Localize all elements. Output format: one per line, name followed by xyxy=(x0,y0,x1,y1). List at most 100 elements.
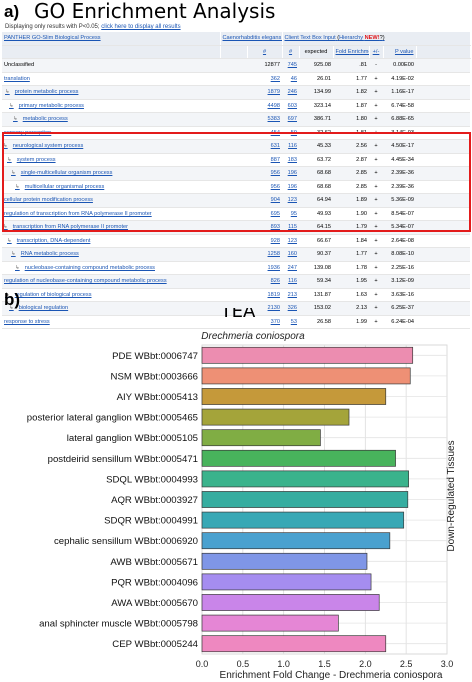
row-input-count[interactable]: 115 xyxy=(282,220,299,235)
row-category-link[interactable]: translation xyxy=(2,72,220,86)
row-category-link[interactable]: ↳ transcription from RNA polymerase II pr… xyxy=(2,220,220,235)
table-row: ↳ protein metabolic process 1879 246 134.99 1… xyxy=(2,85,471,100)
row-category-link[interactable]: ↳ neurological system process xyxy=(2,139,220,154)
y-tick-label: PQR WBbt:0004096 xyxy=(111,577,198,588)
row-category-link[interactable]: sensory perception xyxy=(2,126,220,140)
hierarchy-arrow-icon: ↳ xyxy=(9,102,14,109)
help-icon[interactable]: ? xyxy=(379,35,383,42)
x-tick-label: 1.5 xyxy=(318,659,331,669)
col-ref-count-header[interactable]: # xyxy=(247,45,283,59)
row-ref-count[interactable]: 5383 xyxy=(247,112,282,127)
go-enrichment-title: GO Enrichment Analysis xyxy=(34,0,276,23)
row-ref-count[interactable]: 956 xyxy=(247,180,282,194)
row-ref-count[interactable]: 1936 xyxy=(247,261,282,275)
row-category-link[interactable]: ↳ protein metabolic process xyxy=(2,85,220,100)
row-input-count[interactable]: 246 xyxy=(282,85,299,100)
row-category-link[interactable]: regulation of nucleobase-containing comp… xyxy=(2,274,220,289)
hierarchy-toggle[interactable]: ( xyxy=(337,35,340,42)
x-tick-label: 0.5 xyxy=(237,659,250,669)
row-ref-count[interactable]: 631 xyxy=(247,139,282,154)
row-input-count[interactable]: 745 xyxy=(282,58,299,73)
row-pad-cell xyxy=(416,126,471,140)
col-reference-header[interactable]: Caenorhabditis elegans (REF) xyxy=(220,32,283,46)
row-input-count[interactable]: 196 xyxy=(282,166,299,181)
panel-a-label: a) xyxy=(4,2,20,21)
row-ref-count[interactable]: 887 xyxy=(247,153,282,167)
row-ref-count[interactable]: 956 xyxy=(247,166,282,181)
y-tick-label: postdeirid sensillum WBbt:0005471 xyxy=(48,454,198,465)
col-category-header[interactable]: PANTHER GO-Slim Biological Process xyxy=(2,32,221,46)
row-input-count[interactable]: 59 xyxy=(282,126,299,140)
row-input-count[interactable]: 213 xyxy=(282,288,299,302)
row-category-link[interactable]: ↳ regulation of biological process xyxy=(2,288,220,302)
row-ref-count[interactable]: 1258 xyxy=(247,247,282,262)
row-input-count[interactable]: 123 xyxy=(282,234,299,248)
row-expected: 64.15 xyxy=(299,220,333,235)
row-input-count[interactable]: 46 xyxy=(282,72,299,86)
row-ref-count[interactable]: 893 xyxy=(247,220,282,235)
col-input-count-header[interactable]: # xyxy=(282,45,300,59)
row-ref-count[interactable]: 2130 xyxy=(247,301,282,316)
row-ref-count[interactable]: 695 xyxy=(247,207,282,221)
row-input-count[interactable]: 697 xyxy=(282,112,299,127)
row-category-link[interactable]: ↳ system process xyxy=(2,153,220,167)
display-all-link[interactable]: click here to display all results xyxy=(101,24,181,30)
row-ref-count[interactable]: 904 xyxy=(247,193,282,208)
row-category-link[interactable]: ↳ transcription, DNA-dependent xyxy=(2,234,220,248)
row-category-link[interactable]: ↳ nucleobase-containing compound metaboli… xyxy=(2,261,220,275)
row-expected: 323.14 xyxy=(299,99,333,113)
row-blank-cell xyxy=(220,274,247,289)
row-ref-count[interactable]: 4498 xyxy=(247,99,282,113)
col-sign-header[interactable]: +/- xyxy=(369,45,384,59)
row-ref-count[interactable]: 928 xyxy=(247,234,282,248)
row-input-count[interactable]: 196 xyxy=(282,180,299,194)
row-ref-count[interactable]: 454 xyxy=(247,126,282,140)
row-category-link[interactable]: ↳ RNA metabolic process xyxy=(2,247,220,262)
y-tick-label: SDQR WBbt:0004991 xyxy=(104,516,198,527)
col-fold-header[interactable]: Fold Enrichment xyxy=(333,45,370,59)
row-input-count[interactable]: 116 xyxy=(282,274,299,289)
table-row: ↳ transcription, DNA-dependent 928 123 66.67… xyxy=(2,234,471,248)
row-blank-cell xyxy=(220,247,247,262)
row-input-count[interactable]: 116 xyxy=(282,139,299,154)
row-category-link[interactable]: regulation of transcription from RNA pol… xyxy=(2,207,220,221)
row-sign: - xyxy=(369,58,383,73)
row-category-link[interactable]: ↳ biological regulation xyxy=(2,301,220,316)
row-blank-cell xyxy=(220,315,247,329)
y-tick-label: NSM WBbt:0003666 xyxy=(111,371,198,382)
client-input-link[interactable]: Client Text Box Input xyxy=(284,35,336,42)
table-row: Unclassified 12877 745 925.08.81-0.00E00 xyxy=(2,58,471,73)
row-category-link[interactable]: ↳ multicellular organismal process xyxy=(2,180,220,194)
row-expected: 49.93 xyxy=(299,207,333,221)
row-pad-cell xyxy=(416,85,471,100)
row-input-count[interactable]: 183 xyxy=(282,153,299,167)
row-fold-enrichment: 1.80 xyxy=(333,112,369,127)
col-pvalue-header[interactable]: P value xyxy=(383,45,417,59)
row-category-link[interactable]: cellular protein modification process xyxy=(2,193,220,208)
hierarchy-link[interactable]: Hierarchy xyxy=(339,35,364,42)
row-category-link[interactable]: ↳ single-multicellular organism process xyxy=(2,166,220,181)
row-ref-count[interactable]: 826 xyxy=(247,274,282,289)
row-category-link[interactable]: ↳ metabolic process xyxy=(2,112,220,127)
row-ref-count[interactable]: 362 xyxy=(247,72,282,86)
row-input-count[interactable]: 160 xyxy=(282,247,299,262)
row-category-link[interactable]: response to stress xyxy=(2,315,220,329)
table-row: ↳ metabolic process 5383 697 386.71 1.80 +6.88… xyxy=(2,112,471,127)
row-pad-cell xyxy=(416,207,471,221)
row-input-count[interactable]: 326 xyxy=(282,301,299,316)
col-expected-header[interactable]: expected xyxy=(299,45,334,59)
row-input-count[interactable]: 247 xyxy=(282,261,299,275)
bar xyxy=(201,408,350,426)
row-sign: + xyxy=(369,301,383,316)
row-ref-count[interactable]: 370 xyxy=(247,315,282,329)
hierarchy-arrow-icon: ↳ xyxy=(3,224,8,231)
row-ref-count[interactable]: 1819 xyxy=(247,288,282,302)
row-input-count[interactable]: 123 xyxy=(282,193,299,208)
row-expected: 134.99 xyxy=(299,85,333,100)
row-blank-cell xyxy=(220,261,247,275)
row-input-count[interactable]: 53 xyxy=(282,315,299,329)
row-input-count[interactable]: 95 xyxy=(282,207,299,221)
row-input-count[interactable]: 603 xyxy=(282,99,299,113)
row-ref-count[interactable]: 1879 xyxy=(247,85,282,100)
row-category-link[interactable]: ↳ primary metabolic process xyxy=(2,99,220,113)
